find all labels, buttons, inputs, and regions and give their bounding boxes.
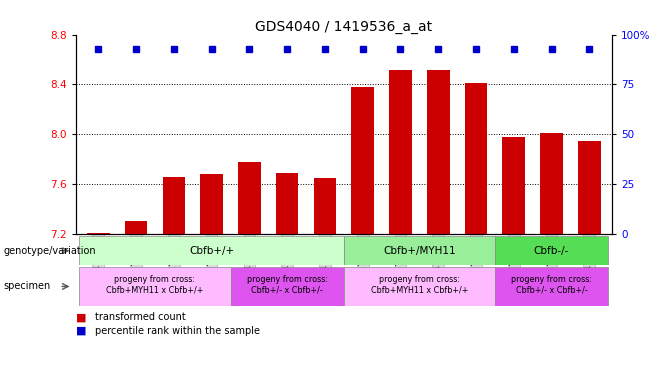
Text: progeny from cross:
Cbfb+MYH11 x Cbfb+/+: progeny from cross: Cbfb+MYH11 x Cbfb+/+ — [370, 275, 468, 294]
Bar — [389, 70, 412, 234]
Bar — [578, 141, 601, 234]
Text: Cbfb+/MYH11: Cbfb+/MYH11 — [383, 246, 455, 256]
Text: transformed count: transformed count — [95, 312, 186, 322]
Bar — [314, 178, 336, 234]
Bar — [163, 177, 185, 234]
Bar — [200, 174, 223, 234]
Bar — [351, 87, 374, 234]
Title: GDS4040 / 1419536_a_at: GDS4040 / 1419536_a_at — [255, 20, 432, 33]
Bar — [87, 233, 110, 234]
Text: Cbfb+/+: Cbfb+/+ — [189, 246, 234, 256]
Text: ■: ■ — [76, 326, 86, 336]
Bar — [80, 267, 230, 306]
Bar — [427, 70, 449, 234]
Text: genotype/variation: genotype/variation — [3, 246, 96, 256]
Text: ■: ■ — [76, 312, 86, 322]
Text: progeny from cross:
Cbfb+/- x Cbfb+/-: progeny from cross: Cbfb+/- x Cbfb+/- — [247, 275, 328, 294]
Text: percentile rank within the sample: percentile rank within the sample — [95, 326, 261, 336]
Bar — [540, 133, 563, 234]
Text: Cbfb-/-: Cbfb-/- — [534, 246, 569, 256]
Text: progeny from cross:
Cbfb+/- x Cbfb+/-: progeny from cross: Cbfb+/- x Cbfb+/- — [511, 275, 592, 294]
Bar — [495, 267, 608, 306]
Bar — [495, 236, 608, 265]
Bar — [276, 173, 299, 234]
Bar — [80, 236, 344, 265]
Bar — [344, 236, 495, 265]
Text: specimen: specimen — [3, 281, 51, 291]
Bar — [503, 137, 525, 234]
Bar — [230, 267, 344, 306]
Bar — [238, 162, 261, 234]
Bar — [465, 83, 488, 234]
Text: progeny from cross:
Cbfb+MYH11 x Cbfb+/+: progeny from cross: Cbfb+MYH11 x Cbfb+/+ — [107, 275, 204, 294]
Bar — [125, 220, 147, 234]
Bar — [344, 267, 495, 306]
